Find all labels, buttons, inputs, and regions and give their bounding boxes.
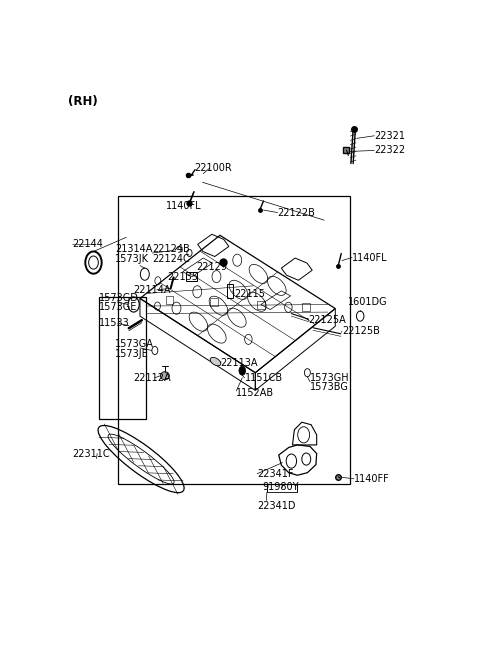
Bar bbox=[118, 196, 350, 484]
Text: 1151CB: 1151CB bbox=[244, 373, 283, 382]
Bar bbox=[99, 297, 145, 419]
Ellipse shape bbox=[210, 358, 221, 366]
Text: (RH): (RH) bbox=[68, 95, 98, 108]
Bar bbox=[302, 303, 310, 311]
Text: 11533: 11533 bbox=[99, 318, 130, 328]
Text: 1573JE: 1573JE bbox=[115, 348, 149, 359]
Text: 1601DG: 1601DG bbox=[348, 297, 388, 307]
Text: 22129: 22129 bbox=[196, 262, 227, 272]
Text: 1573GD: 1573GD bbox=[99, 293, 139, 303]
Text: 21314A: 21314A bbox=[115, 245, 153, 255]
Text: 1573BG: 1573BG bbox=[310, 382, 349, 392]
Text: 91980Y: 91980Y bbox=[263, 482, 299, 492]
Bar bbox=[186, 272, 197, 281]
Text: 1573JK: 1573JK bbox=[115, 253, 149, 264]
Text: 22135: 22135 bbox=[167, 272, 198, 281]
Text: 22311C: 22311C bbox=[72, 449, 109, 459]
Text: 22125B: 22125B bbox=[342, 326, 380, 337]
Text: 22341D: 22341D bbox=[257, 501, 296, 510]
Text: 22125A: 22125A bbox=[309, 315, 346, 325]
Text: 22124B: 22124B bbox=[152, 245, 190, 255]
Text: 22115: 22115 bbox=[234, 289, 265, 299]
Bar bbox=[227, 284, 233, 298]
Text: 22113A: 22113A bbox=[221, 358, 258, 367]
Text: 1152AB: 1152AB bbox=[236, 388, 275, 398]
Text: 22122B: 22122B bbox=[277, 207, 315, 218]
Text: 22322: 22322 bbox=[374, 146, 406, 155]
Text: 22100R: 22100R bbox=[194, 163, 232, 173]
Text: 1140FL: 1140FL bbox=[352, 253, 388, 262]
Text: 22114A: 22114A bbox=[133, 285, 171, 295]
Bar bbox=[210, 298, 218, 306]
Bar bbox=[166, 296, 173, 304]
Text: 22321: 22321 bbox=[374, 131, 405, 141]
Text: 1573GA: 1573GA bbox=[115, 339, 154, 350]
Text: 1573GE: 1573GE bbox=[99, 302, 137, 312]
Text: 22124C: 22124C bbox=[152, 253, 190, 264]
Text: 22144: 22144 bbox=[72, 239, 103, 249]
Text: 1573GH: 1573GH bbox=[310, 373, 349, 382]
Circle shape bbox=[239, 366, 246, 375]
Bar bbox=[257, 300, 265, 309]
Text: 22112A: 22112A bbox=[133, 373, 171, 382]
Ellipse shape bbox=[160, 372, 169, 380]
Text: 22341F: 22341F bbox=[257, 469, 294, 479]
Text: 1140FL: 1140FL bbox=[166, 201, 202, 211]
Text: 1140FF: 1140FF bbox=[354, 474, 390, 483]
